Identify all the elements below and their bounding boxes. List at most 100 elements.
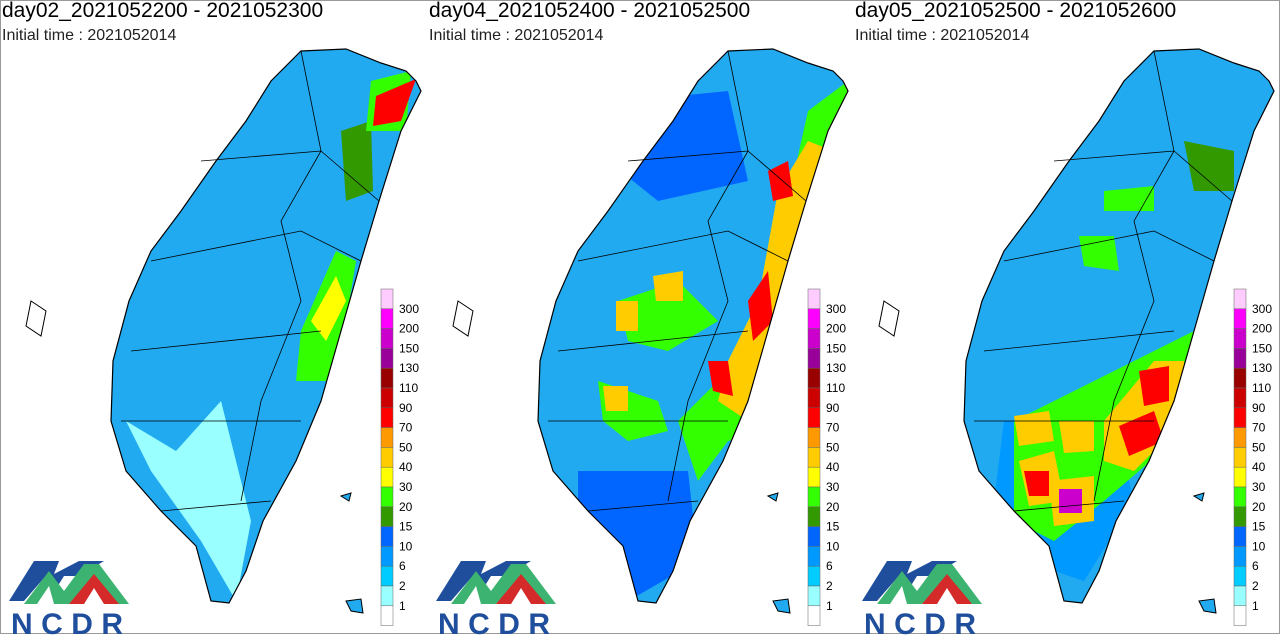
- colorbar-swatch: [1233, 288, 1247, 310]
- colorbar-swatch: [1233, 506, 1247, 527]
- colorbar-label: 6: [1252, 559, 1259, 573]
- colorbar-label: 200: [826, 322, 846, 336]
- colorbar-label: 130: [826, 361, 846, 375]
- colorbar-label: 10: [826, 539, 840, 553]
- svg-text:NCDR: NCDR: [864, 608, 976, 635]
- rainfall-contour: [373, 79, 416, 126]
- county-borders: [974, 50, 1233, 512]
- colorbar-swatch: [807, 328, 821, 349]
- rainfall-contour: [1059, 421, 1094, 453]
- rainfall-contour: [616, 301, 638, 331]
- colorbar-swatch: [807, 367, 821, 389]
- colorbar-swatch: [1233, 348, 1247, 369]
- colorbar-label: 10: [1252, 539, 1266, 553]
- colorbar-swatch: [380, 308, 394, 329]
- colorbar-swatch: [1233, 466, 1247, 488]
- colorbar-swatch: [380, 565, 394, 587]
- panel-day05: 300 200 150 130 110 90 70 50 40 30 20 15 10 6 2 1 NCDR d…: [854, 0, 1280, 635]
- panel-day02: 300 200 150 130 110 90 70 50 40 30 20 15 10 6 2 1 NCDR d…: [1, 0, 427, 635]
- colorbar-swatch: [807, 585, 821, 607]
- colorbar-label: 300: [1252, 302, 1272, 316]
- colorbar-label: 200: [399, 322, 419, 336]
- coastline: [110, 48, 422, 604]
- rainfall-contours: [126, 71, 416, 601]
- green-island: [339, 492, 352, 502]
- colorbar-label: 150: [826, 341, 846, 355]
- colorbar-label: 20: [826, 500, 840, 514]
- orchid-island: [1198, 598, 1217, 614]
- rainfall-contour: [1119, 411, 1164, 456]
- colorbar-label: 50: [399, 440, 413, 454]
- colorbar-label: 40: [1252, 460, 1266, 474]
- rainfall-contour: [1104, 186, 1154, 211]
- colorbar-swatch: [380, 288, 394, 310]
- colorbar-swatch: [807, 348, 821, 369]
- colorbar-label: 70: [826, 421, 840, 435]
- rainfall-contour: [708, 361, 733, 396]
- colorbar-label: 2: [1252, 579, 1259, 593]
- colorbar-swatch: [380, 506, 394, 527]
- colorbar-swatch: [380, 466, 394, 488]
- green-island: [1192, 492, 1205, 502]
- ncdr-logo: NCDR: [862, 561, 982, 635]
- colorbar-label: 70: [399, 421, 413, 435]
- colorbar-swatch: [380, 348, 394, 369]
- initial-time: Initial time : 2021052014: [2, 27, 177, 44]
- colorbar-label: 50: [826, 440, 840, 454]
- colorbar-label: 300: [826, 302, 846, 316]
- colorbar-swatch: [380, 447, 394, 468]
- county-borders: [121, 50, 380, 512]
- rainfall-contour: [1184, 141, 1234, 191]
- colorbar-label: 90: [1252, 401, 1266, 415]
- colorbar-swatch: [807, 308, 821, 329]
- colorbar-label: 150: [1252, 341, 1272, 355]
- colorbar-label: 130: [399, 361, 419, 375]
- colorbar-label: 110: [826, 381, 845, 395]
- panel-day04: 300 200 150 130 110 90 70 50 40 30 20 15 10 6 2 1 NCDR d…: [428, 0, 854, 635]
- colorbar-label: 6: [399, 559, 406, 573]
- colorbar-label: 300: [399, 302, 419, 316]
- colorbar-label: 30: [399, 480, 413, 494]
- colorbar-label: 15: [826, 520, 840, 534]
- colorbar-label: 40: [826, 460, 840, 474]
- colorbar-swatch: [1233, 367, 1247, 389]
- rainfall-contour: [768, 161, 793, 201]
- rainfall-contour: [653, 271, 683, 301]
- colorbar-label: 70: [1252, 421, 1266, 435]
- colorbar-label: 1: [1252, 599, 1259, 613]
- colorbar-swatch: [1233, 546, 1247, 567]
- colorbar-label: 6: [826, 559, 833, 573]
- colorbar-swatch: [1233, 427, 1247, 448]
- colorbar-label: 110: [1252, 381, 1271, 395]
- rainfall-contour: [1079, 236, 1119, 271]
- colorbar-label: 20: [1252, 500, 1266, 514]
- penghu-islands: [25, 300, 47, 337]
- colorbar-swatch: [807, 506, 821, 527]
- rainfall-contours: [994, 141, 1234, 581]
- colorbar-swatch: [807, 466, 821, 488]
- colorbar-label: 15: [1252, 520, 1266, 534]
- taiwan-base-rainfall: [964, 49, 1274, 603]
- ncdr-logo: NCDR: [9, 561, 129, 635]
- colorbar-swatch: [807, 486, 821, 508]
- rainfall-contour: [341, 121, 373, 201]
- rainfall-contour: [748, 271, 773, 341]
- colorbar-swatch: [807, 407, 821, 428]
- rainfall-map: 300 200 150 130 110 90 70 50 40 30 20 15 10 6 2 1 NCDR: [9, 48, 422, 635]
- rainfall-contour: [603, 386, 628, 411]
- colorbar-label: 20: [399, 500, 413, 514]
- rainfall-map: 300 200 150 130 110 90 70 50 40 30 20 15 10 6 2 1 NCDR: [862, 48, 1275, 635]
- colorbar-swatch: [380, 367, 394, 389]
- rainfall-contour: [618, 281, 718, 351]
- colorbar-swatch: [380, 605, 394, 626]
- rainfall-contour: [126, 401, 251, 601]
- panel-title: day04_2021052400 - 2021052500: [429, 0, 751, 22]
- rainfall-contour: [578, 471, 698, 601]
- panel-title: day02_2021052200 - 2021052300: [2, 0, 324, 22]
- colorbar-label: 1: [826, 599, 833, 613]
- rainfall-contour: [1059, 489, 1082, 513]
- green-island: [766, 492, 779, 502]
- colorbar-label: 15: [399, 520, 413, 534]
- panel-title: day05_2021052500 - 2021052600: [855, 0, 1177, 22]
